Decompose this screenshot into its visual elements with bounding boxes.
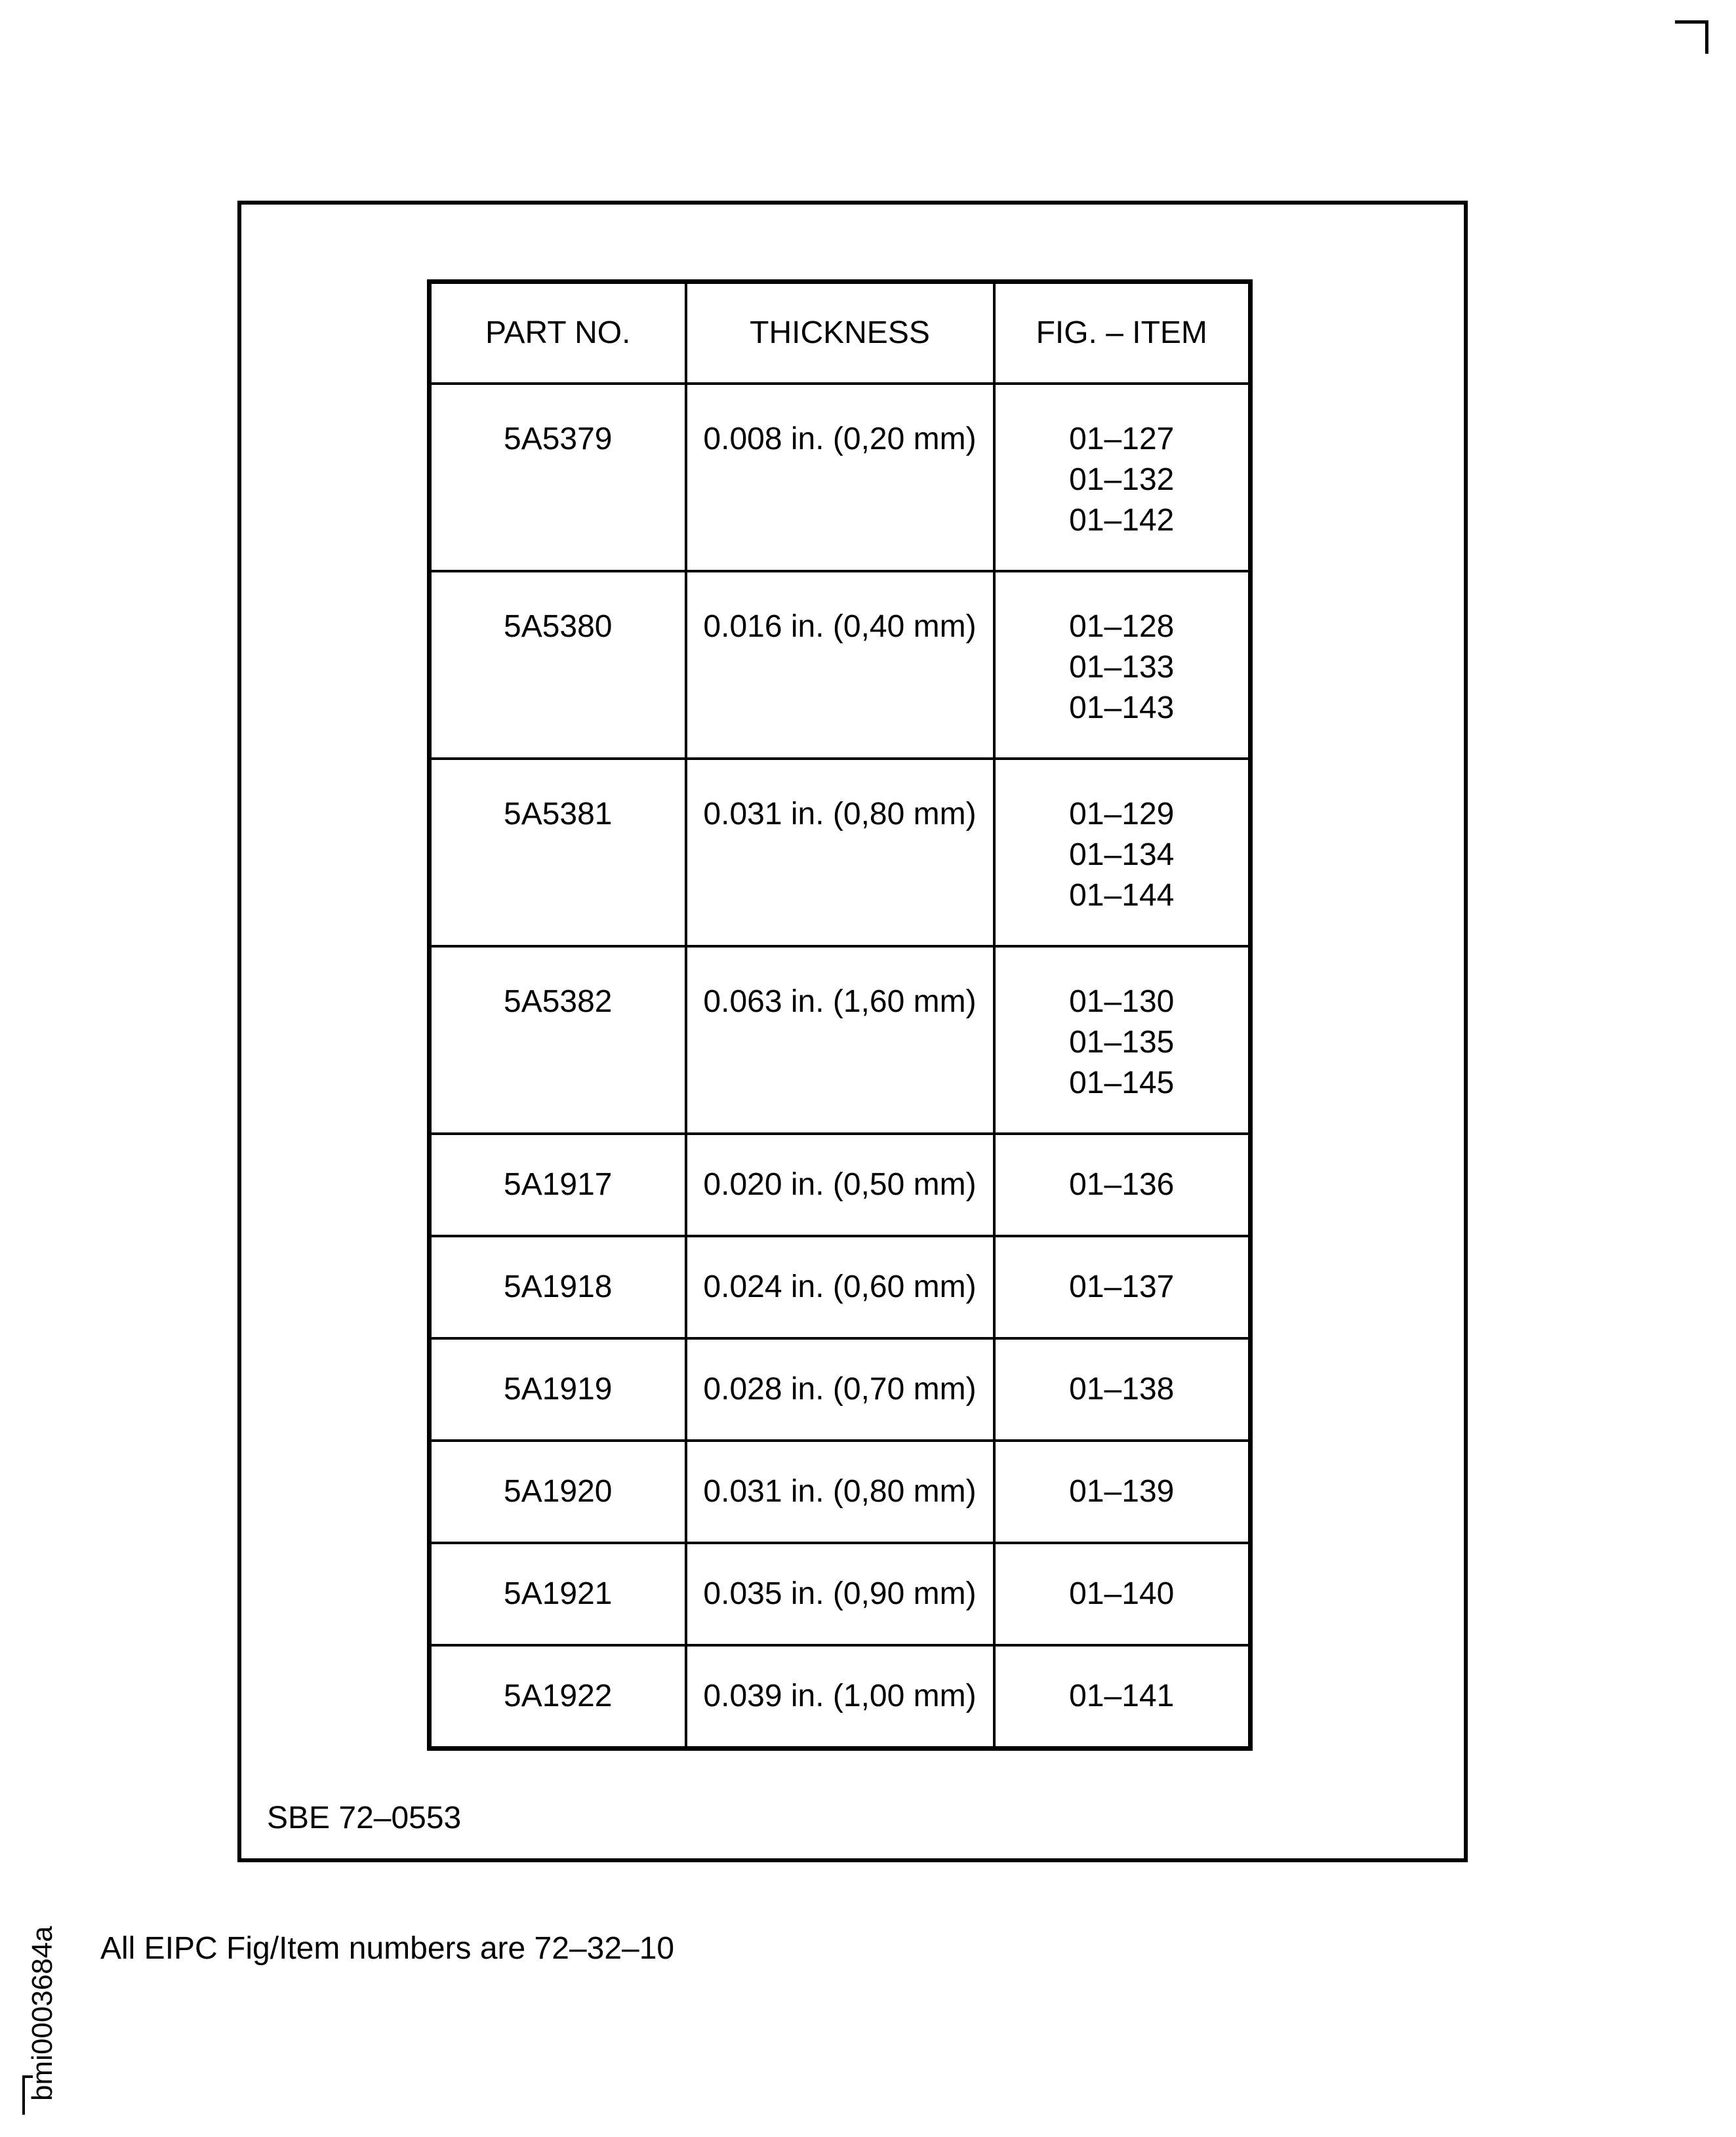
table-row: 5A1919 0.028 in. (0,70 mm) 01–138 [428,1337,1252,1442]
fig-item: 01–139 [1069,1474,1175,1509]
part-number-cell: 5A5381 [428,757,687,948]
thickness-cell: 0.028 in. (0,70 mm) [684,1337,996,1442]
fig-item-cell: 01–139 [992,1439,1252,1544]
fig-item: 01–133 [1069,650,1175,685]
figure-id-bracket [22,2075,33,2115]
part-number-cell: 5A1920 [428,1439,687,1544]
thickness-cell: 0.035 in. (0,90 mm) [684,1542,996,1647]
fig-item-cell: 01–130 01–135 01–145 [992,945,1252,1135]
shim-table: PART NO. THICKNESS FIG. – ITEM 5A5379 0.0… [427,279,1253,1751]
fig-item: 01–134 [1069,837,1175,872]
table-row: 5A5379 0.008 in. (0,20 mm) 01–127 01–132 01–… [428,382,1252,572]
corner-crop-mark [1675,20,1708,54]
thickness-cell: 0.016 in. (0,40 mm) [684,570,996,760]
fig-item: 01–127 [1069,422,1175,456]
fig-item: 01–129 [1069,797,1175,831]
figure-id: bmi0003684a [26,1926,58,2101]
part-number-cell: 5A1918 [428,1235,687,1340]
part-number-cell: 5A5379 [428,382,687,572]
fig-item-cell: 01–136 [992,1132,1252,1237]
table-header-row: PART NO. THICKNESS FIG. – ITEM [428,280,1252,385]
thickness-cell: 0.008 in. (0,20 mm) [684,382,996,572]
fig-item: 01–136 [1069,1167,1175,1202]
table-row: 5A5382 0.063 in. (1,60 mm) 01–130 01–135 01–… [428,945,1252,1135]
table-row: 5A1917 0.020 in. (0,50 mm) 01–136 [428,1132,1252,1237]
fig-item-cell: 01–137 [992,1235,1252,1340]
fig-item: 01–144 [1069,878,1175,913]
thickness-cell: 0.063 in. (1,60 mm) [684,945,996,1135]
thickness-cell: 0.031 in. (0,80 mm) [684,757,996,948]
figure-frame [237,201,1468,1862]
footnote: All EIPC Fig/Item numbers are 72–32–10 [100,1931,675,1966]
fig-item-cell: 01–129 01–134 01–144 [992,757,1252,948]
fig-item: 01–130 [1069,984,1175,1019]
table-row: 5A5381 0.031 in. (0,80 mm) 01–129 01–134 01–… [428,757,1252,948]
header-fig-item: FIG. – ITEM [992,280,1252,385]
fig-item: 01–145 [1069,1066,1175,1100]
table-row: 5A1920 0.031 in. (0,80 mm) 01–139 [428,1439,1252,1544]
thickness-cell: 0.039 in. (1,00 mm) [684,1644,996,1750]
fig-item-cell: 01–140 [992,1542,1252,1647]
table-row: 5A5380 0.016 in. (0,40 mm) 01–128 01–133 01–… [428,570,1252,760]
fig-item: 01–138 [1069,1372,1175,1407]
fig-item: 01–137 [1069,1269,1175,1304]
part-number-cell: 5A5380 [428,570,687,760]
table-row: 5A1918 0.024 in. (0,60 mm) 01–137 [428,1235,1252,1340]
fig-item: 01–135 [1069,1025,1175,1060]
header-thickness: THICKNESS [684,280,996,385]
thickness-cell: 0.024 in. (0,60 mm) [684,1235,996,1340]
fig-item: 01–141 [1069,1679,1175,1713]
part-number-cell: 5A5382 [428,945,687,1135]
fig-item-cell: 01–141 [992,1644,1252,1750]
fig-item: 01–132 [1069,462,1175,497]
fig-item-cell: 01–128 01–133 01–143 [992,570,1252,760]
part-number-cell: 5A1917 [428,1132,687,1237]
thickness-cell: 0.031 in. (0,80 mm) [684,1439,996,1544]
part-number-cell: 5A1922 [428,1644,687,1750]
sbe-reference: SBE 72–0553 [267,1801,462,1835]
table-row: 5A1921 0.035 in. (0,90 mm) 01–140 [428,1542,1252,1647]
fig-item: 01–128 [1069,609,1175,644]
fig-item-cell: 01–138 [992,1337,1252,1442]
fig-item: 01–140 [1069,1576,1175,1611]
fig-item: 01–142 [1069,503,1175,538]
fig-item-cell: 01–127 01–132 01–142 [992,382,1252,572]
header-part-no: PART NO. [428,280,687,385]
table-row: 5A1922 0.039 in. (1,00 mm) 01–141 [428,1644,1252,1750]
fig-item: 01–143 [1069,690,1175,725]
part-number-cell: 5A1919 [428,1337,687,1442]
part-number-cell: 5A1921 [428,1542,687,1647]
thickness-cell: 0.020 in. (0,50 mm) [684,1132,996,1237]
